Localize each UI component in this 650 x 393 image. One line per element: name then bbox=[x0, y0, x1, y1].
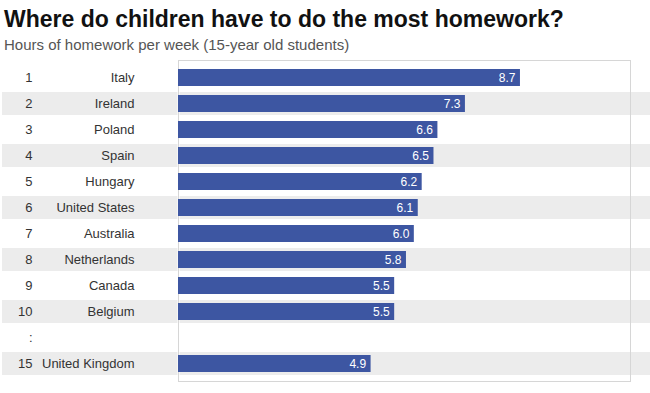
svg-text:8: 8 bbox=[25, 252, 32, 267]
svg-text::: : bbox=[29, 330, 33, 345]
svg-text:United States: United States bbox=[56, 200, 135, 215]
svg-text:2: 2 bbox=[25, 96, 32, 111]
svg-text:Italy: Italy bbox=[111, 70, 135, 85]
svg-text:9: 9 bbox=[25, 278, 32, 293]
svg-text:3: 3 bbox=[25, 122, 32, 137]
svg-text:6: 6 bbox=[25, 200, 32, 215]
svg-text:5: 5 bbox=[25, 174, 32, 189]
html-text:Hours of homework per week (15: Hours of homework per week (15-year old … bbox=[4, 36, 350, 53]
svg-text:Canada: Canada bbox=[89, 278, 135, 293]
svg-text:6.1: 6.1 bbox=[397, 201, 414, 215]
svg-text:Belgium: Belgium bbox=[88, 304, 135, 319]
svg-text:5.5: 5.5 bbox=[373, 279, 390, 293]
svg-text:United Kingdom: United Kingdom bbox=[42, 356, 135, 371]
svg-text:1: 1 bbox=[25, 70, 32, 85]
svg-text:5.8: 5.8 bbox=[385, 253, 402, 267]
svg-text:7: 7 bbox=[25, 226, 32, 241]
svg-text:Australia: Australia bbox=[84, 226, 135, 241]
svg-text:6.2: 6.2 bbox=[400, 175, 417, 189]
svg-text:6.0: 6.0 bbox=[393, 227, 410, 241]
svg-text:Ireland: Ireland bbox=[95, 96, 135, 111]
html-text:Where do children have to do t: Where do children have to do the most ho… bbox=[4, 6, 564, 32]
svg-text:5.5: 5.5 bbox=[373, 305, 390, 319]
svg-text:Poland: Poland bbox=[94, 122, 134, 137]
svg-text:6.5: 6.5 bbox=[412, 149, 429, 163]
svg-text:8.7: 8.7 bbox=[499, 71, 516, 85]
svg-text:10: 10 bbox=[18, 304, 32, 319]
svg-text:4.9: 4.9 bbox=[349, 357, 366, 371]
svg-text:7.3: 7.3 bbox=[444, 97, 461, 111]
svg-text:Spain: Spain bbox=[101, 148, 134, 163]
svg-text:15: 15 bbox=[18, 356, 32, 371]
svg-text:4: 4 bbox=[25, 148, 32, 163]
svg-text:Hungary: Hungary bbox=[85, 174, 135, 189]
svg-text:Netherlands: Netherlands bbox=[64, 252, 135, 267]
svg-text:6.6: 6.6 bbox=[416, 123, 433, 137]
